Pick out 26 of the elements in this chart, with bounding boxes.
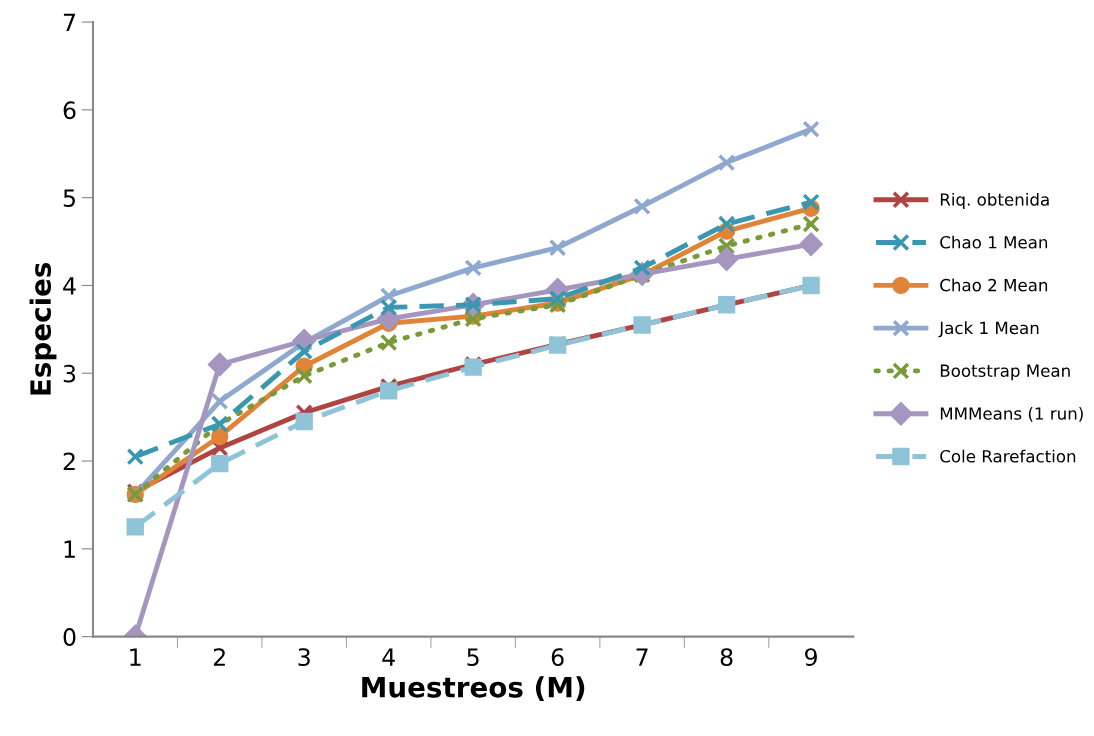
legend-label: Riq. obtenida [940, 192, 1049, 210]
x-tick-label: 7 [636, 648, 648, 666]
x-tick-label: 2 [213, 648, 225, 666]
legend-label: Chao 1 Mean [940, 235, 1048, 249]
y-tick-label: 7 [63, 13, 75, 32]
x-tick-label: 3 [298, 648, 310, 667]
y-tick-label: 6 [63, 101, 76, 120]
legend-label: Cole Rarefaction [940, 449, 1076, 463]
x-tick-label: 8 [720, 648, 733, 667]
y-tick-label: 1 [64, 540, 75, 558]
legend-label: Chao 2 Mean [940, 278, 1048, 292]
legend-label: Jack 1 Mean [938, 321, 1039, 338]
y-tick-label: 3 [63, 364, 76, 383]
x-tick-label: 1 [130, 648, 141, 666]
x-tick-label: 9 [805, 648, 817, 667]
legend-label: Bootstrap Mean [940, 364, 1070, 381]
x-tick-label: 6 [551, 648, 564, 667]
y-axis-title: Especies [29, 262, 57, 395]
y-tick-label: 2 [63, 452, 75, 471]
x-tick-label: 5 [467, 648, 479, 667]
x-axis-title: Muestreos (M) [362, 676, 585, 701]
legend-label: MMMeans (1 run) [940, 406, 1083, 422]
y-tick-label: 5 [63, 189, 75, 207]
x-tick-label: 4 [382, 648, 395, 666]
y-tick-label: 0 [63, 628, 76, 646]
y-tick-label: 4 [63, 277, 76, 295]
